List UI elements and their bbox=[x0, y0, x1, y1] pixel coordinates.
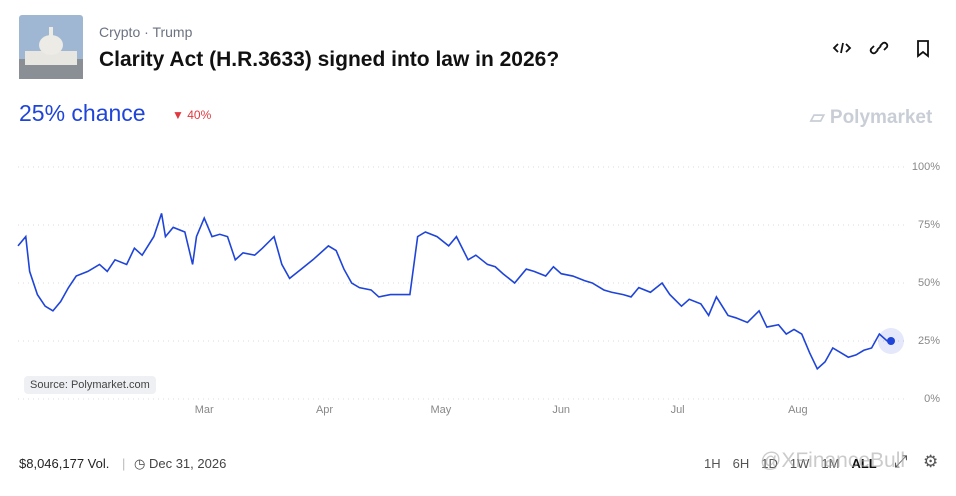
y-tick-label: 100% bbox=[912, 161, 940, 173]
source: Source: Polymarket.com bbox=[24, 376, 156, 394]
brand: ▱ Polymarket bbox=[810, 107, 933, 128]
change: ▼ 40% bbox=[172, 108, 212, 122]
y-tick-label: 25% bbox=[918, 335, 940, 347]
watermark: @XFinanceBull bbox=[760, 449, 906, 472]
range-button[interactable]: 6H bbox=[732, 456, 750, 471]
volume: $8,046,177 Vol. bbox=[19, 456, 110, 471]
actions bbox=[832, 40, 929, 58]
y-tick-label: 75% bbox=[918, 219, 940, 231]
end-date: ◷ Dec 31, 2026 bbox=[134, 456, 227, 471]
embed-icon[interactable] bbox=[832, 42, 852, 54]
x-tick-label: May bbox=[431, 404, 452, 416]
category[interactable]: Trump bbox=[152, 24, 193, 40]
brand-name: Polymarket bbox=[829, 107, 933, 128]
end-point bbox=[887, 337, 895, 345]
range-button[interactable]: 1M bbox=[821, 456, 840, 471]
date: Dec 31, 2026 bbox=[148, 456, 227, 471]
market-image bbox=[19, 15, 83, 79]
range-buttons: 1H 6H 1D 1W 1M ALL bbox=[704, 456, 889, 471]
x-tick-label: Mar bbox=[195, 404, 214, 416]
y-tick-label: 0% bbox=[924, 393, 940, 405]
range-button[interactable]: 1W bbox=[789, 456, 810, 471]
settings-icon[interactable]: ⚙ bbox=[923, 452, 939, 471]
category[interactable]: Crypto bbox=[99, 24, 141, 40]
market-title: Clarity Act (H.R.3633) signed into law i… bbox=[99, 48, 560, 71]
bookmark-icon[interactable] bbox=[917, 40, 929, 58]
range-button[interactable]: ALL bbox=[851, 456, 877, 471]
x-tick-label: Aug bbox=[788, 404, 808, 416]
x-tick-label: Jun bbox=[552, 404, 570, 416]
fullscreen-icon[interactable]: ⤢ bbox=[894, 452, 908, 471]
separator: | bbox=[122, 456, 126, 471]
range-button[interactable]: 1H bbox=[704, 456, 721, 471]
x-tick-label: Apr bbox=[316, 404, 333, 416]
range-button[interactable]: 1D bbox=[761, 456, 778, 471]
x-tick-label: Jul bbox=[671, 404, 685, 416]
chance: 25% chance bbox=[19, 100, 146, 126]
chart: 100% 75% 50% 25% 0% Mar Apr May Jun Jul Aug bbox=[17, 161, 940, 416]
y-tick-label: 50% bbox=[918, 277, 940, 289]
change-value: 40% bbox=[187, 108, 212, 122]
price-line bbox=[17, 213, 891, 371]
breadcrumb: Crypto · Trump bbox=[99, 24, 193, 40]
link-icon[interactable] bbox=[869, 41, 889, 55]
